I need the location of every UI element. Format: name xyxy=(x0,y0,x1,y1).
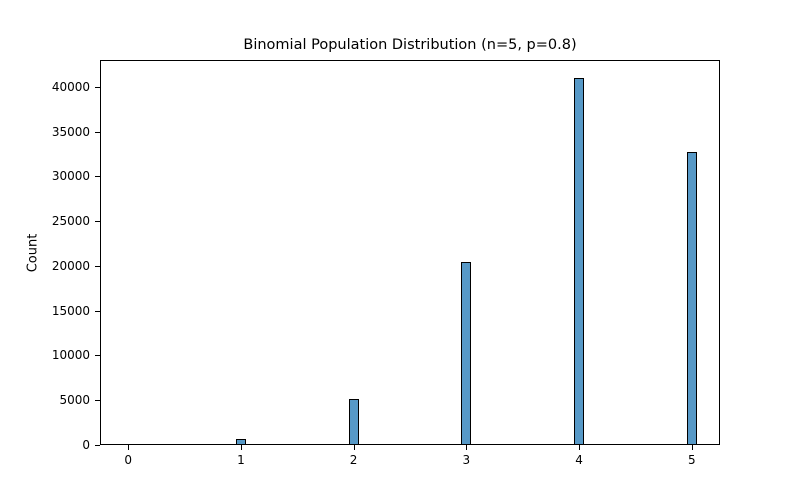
y-tick-label: 40000 xyxy=(51,79,90,94)
y-tick xyxy=(95,176,100,178)
y-tick-label: 20000 xyxy=(51,258,90,273)
y-tick-label: 35000 xyxy=(51,124,90,139)
x-tick xyxy=(691,445,693,450)
y-tick xyxy=(95,86,100,88)
y-tick xyxy=(95,221,100,223)
x-tick-label: 2 xyxy=(349,453,358,467)
x-tick-label: 3 xyxy=(462,453,471,467)
x-tick xyxy=(466,445,468,450)
bar-4 xyxy=(574,78,585,445)
y-tick xyxy=(95,131,100,133)
y-tick-label: 30000 xyxy=(51,169,90,184)
bar-2 xyxy=(348,399,359,445)
x-tick xyxy=(579,445,581,450)
y-tick-label: 10000 xyxy=(51,348,90,363)
bar-5 xyxy=(686,151,697,445)
y-tick xyxy=(95,400,100,402)
y-tick xyxy=(95,445,100,446)
y-tick-label: 25000 xyxy=(51,214,90,229)
x-tick xyxy=(353,445,355,450)
y-tick xyxy=(95,310,100,312)
x-tick xyxy=(128,445,130,450)
x-tick-label: 4 xyxy=(575,453,583,467)
bar-1 xyxy=(235,439,246,445)
y-axis-label: Count xyxy=(25,233,41,273)
y-tick xyxy=(95,265,100,267)
x-tick-label: 1 xyxy=(237,453,245,467)
axes-frame xyxy=(100,60,720,445)
y-tick xyxy=(95,355,100,357)
y-tick-label: 15000 xyxy=(51,303,90,318)
x-tick xyxy=(240,445,242,450)
chart-title: Binomial Population Distribution (n=5, p… xyxy=(243,37,577,53)
x-tick-label: 0 xyxy=(124,453,132,467)
bar-3 xyxy=(461,261,472,445)
x-tick-label: 5 xyxy=(687,453,696,467)
y-tick-label: 0 xyxy=(82,438,90,452)
y-tick-label: 5000 xyxy=(59,393,90,408)
